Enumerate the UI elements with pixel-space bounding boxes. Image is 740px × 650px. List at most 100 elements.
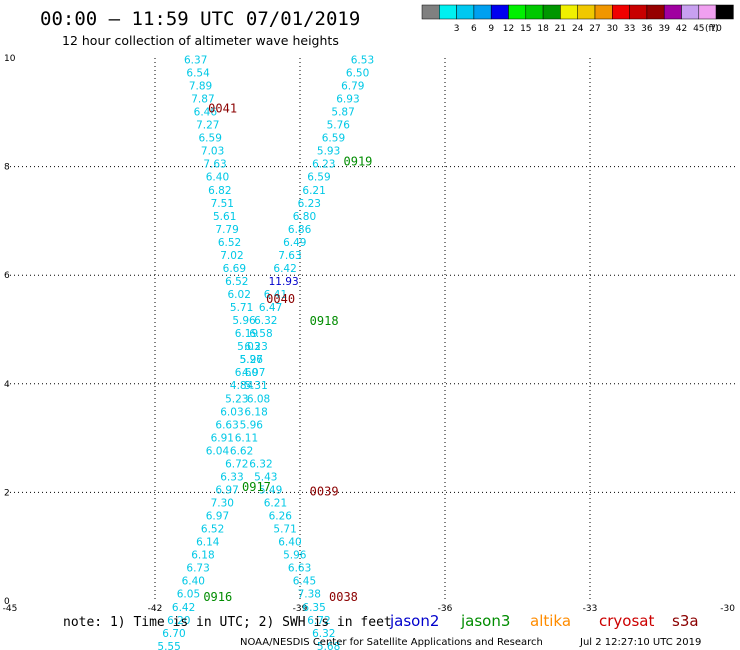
footer-credit: NOAA/NESDIS Center for Satellite Applica… <box>240 637 543 648</box>
wave-height-label: 6.26 <box>269 511 293 523</box>
wave-height-label: 6.72 <box>307 615 330 627</box>
wave-height-label: 5.61 <box>213 211 236 223</box>
wave-height-label: 6.32 <box>254 315 277 327</box>
pass-time-labels: 0041 0919 0040 0918 0917 0039 0916 0038 <box>203 101 372 604</box>
wave-height-label: 7.79 <box>215 224 238 236</box>
colorbar-swatch <box>629 4 648 20</box>
wave-height-label: 6.14 <box>196 537 220 549</box>
wave-height-label: 6.20 <box>167 615 190 627</box>
wave-height-label: 6.52 <box>201 524 224 536</box>
colorbar-label: 42 <box>676 24 687 34</box>
colorbar-swatch <box>577 4 596 20</box>
colorbar-swatch <box>542 4 561 20</box>
pass-time-label: 0038 <box>329 590 358 604</box>
x-tick-label: -42 <box>148 604 163 614</box>
colorbar-label: 27 <box>589 24 600 34</box>
wave-height-label: 5.87 <box>331 107 354 119</box>
wave-height-label: 5.49 <box>259 484 282 496</box>
footer-timestamp: Jul 2 12:27:10 UTC 2019 <box>579 637 701 648</box>
wave-height-label: 6.62 <box>230 445 253 457</box>
wave-height-label: 6.50 <box>346 67 369 79</box>
chart-title: 00:00 – 11:59 UTC 07/01/2019 <box>40 8 360 30</box>
colorbar-label: 9 <box>488 24 494 34</box>
wave-height-label: 6.18 <box>191 550 214 562</box>
colorbar-label: 33 <box>624 24 635 34</box>
wave-height-label: 6.11 <box>235 432 258 444</box>
y-tick-label: 0 <box>4 597 10 607</box>
colorbar-swatch <box>525 4 544 20</box>
colorbar-label: 39 <box>658 24 670 34</box>
wave-height-label: 6.82 <box>208 185 231 197</box>
wave-height-label: 6.23 <box>244 341 267 353</box>
wave-height-label: 6.03 <box>220 406 243 418</box>
wave-height-label: 6.40 <box>206 172 229 184</box>
wave-height-label: 5.55 <box>157 641 180 650</box>
colorbar-swatch <box>646 4 665 20</box>
wave-height-label: 6.58 <box>249 328 272 340</box>
wave-height-label: 4.84 <box>230 380 254 392</box>
colorbar-label: 12 <box>503 24 514 34</box>
y-tick-label: 2 <box>4 488 10 498</box>
wave-height-label: 5.71 <box>230 302 253 314</box>
colorbar-swatch <box>560 4 578 20</box>
colorbar-swatch <box>490 4 509 20</box>
wave-height-label: 5.23 <box>225 393 248 405</box>
wave-height-label: 6.42 <box>273 263 296 275</box>
wave-height-label: 6.70 <box>162 628 185 640</box>
colorbar-swatch <box>439 4 457 20</box>
wave-height-label: 7.63 <box>203 159 226 171</box>
colorbar-label: 6 <box>471 24 477 34</box>
wave-height-label: 6.40 <box>278 537 301 549</box>
wave-height-label: 6.59 <box>322 133 345 145</box>
wave-height-label: 6.41 <box>264 289 287 301</box>
wave-height-label: 6.63 <box>288 563 311 575</box>
wave-height-label: 7.30 <box>211 498 234 510</box>
colorbar-swatch <box>698 4 717 20</box>
x-axis-ticks: -45 -42 -39 -36 -33 -30 <box>3 604 736 614</box>
wave-height-label: 7.87 <box>191 94 214 106</box>
wave-height-label: 6.63 <box>215 419 238 431</box>
wave-height-label: 6.19 <box>235 328 258 340</box>
wave-height-label: 6.33 <box>220 471 243 483</box>
wave-height-label: 5.76 <box>327 120 351 132</box>
footer-note: note: 1) Time is in UTC; 2) SWH is in fe… <box>63 615 392 630</box>
colorbar-swatch <box>594 4 613 20</box>
wave-height-label: 6.23 <box>312 159 335 171</box>
wave-height-label: 6.05 <box>177 589 200 601</box>
wave-height-label: 6.45 <box>293 576 316 588</box>
x-tick-label: -39 <box>293 604 308 614</box>
wave-height-label: 6.52 <box>225 276 248 288</box>
wave-height-label: 6.40 <box>182 576 205 588</box>
colorbar-label: 24 <box>572 24 584 34</box>
y-tick-label: 8 <box>4 163 10 173</box>
satellite-name: jason2 <box>389 612 439 630</box>
wave-height-label: 6.52 <box>218 237 241 249</box>
wave-height-label: 5.93 <box>317 146 340 158</box>
colorbar-label: 3 <box>454 24 460 34</box>
wave-height-label: 6.73 <box>186 563 209 575</box>
colorbar-label: 18 <box>537 24 549 34</box>
wave-height-label: 6.80 <box>293 211 316 223</box>
wave-height-label: 11.93 <box>269 276 299 288</box>
satellite-legend: jason2 jason3 altika cryosat s3a <box>389 612 699 630</box>
wave-height-label: 5.96 <box>240 354 264 366</box>
wave-height-label: 5.71 <box>273 524 296 536</box>
wave-height-label: 4.97 <box>242 367 265 379</box>
wave-height-label: 5.27 <box>240 354 263 366</box>
colorbar-swatch <box>663 4 682 20</box>
colorbar-swatch <box>715 4 734 20</box>
wave-height-label: 7.89 <box>189 80 212 92</box>
colorbar-label: 36 <box>641 24 653 34</box>
colorbar-swatch <box>473 4 492 20</box>
wave-height-label: 5.96 <box>283 550 307 562</box>
colorbar-label: 21 <box>555 24 566 34</box>
wave-height-label: 6.59 <box>199 133 222 145</box>
wave-height-label: 6.60 <box>235 367 258 379</box>
wave-height-label: 6.53 <box>351 54 374 66</box>
colorbar-label: 30 <box>607 24 619 34</box>
wave-height-label: 5.68 <box>317 641 340 650</box>
wave-height-label: 6.97 <box>206 511 229 523</box>
wave-height-label: 6.49 <box>283 237 306 249</box>
wave-height-label: 7.38 <box>298 589 321 601</box>
